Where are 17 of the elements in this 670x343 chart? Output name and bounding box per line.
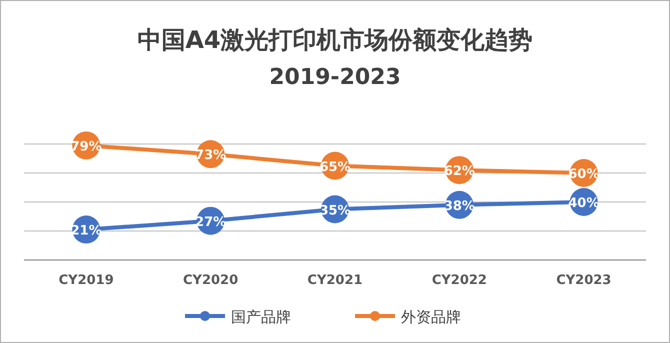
- x-tick-label: CY2019: [58, 273, 114, 288]
- data-label: 73%: [195, 148, 226, 164]
- data-label: 38%: [444, 198, 475, 214]
- legend-label: 国产品牌: [231, 308, 291, 326]
- x-tick-label: CY2020: [183, 273, 238, 288]
- data-label: 35%: [319, 203, 351, 218]
- legend-label: 外资品牌: [401, 308, 461, 326]
- data-label: 62%: [444, 164, 475, 180]
- chart-subtitle: 2019-2023: [269, 65, 401, 90]
- x-tick-label: CY2022: [432, 273, 487, 288]
- chart-title: 中国A4激光打印机市场份额变化趋势: [137, 26, 533, 54]
- x-tick-label: CY2023: [556, 273, 612, 288]
- data-label: 79%: [70, 139, 102, 154]
- data-label: 65%: [319, 160, 351, 175]
- data-label: 60%: [568, 167, 600, 182]
- data-label: 40%: [568, 196, 600, 211]
- x-tick-label: CY2021: [307, 273, 363, 288]
